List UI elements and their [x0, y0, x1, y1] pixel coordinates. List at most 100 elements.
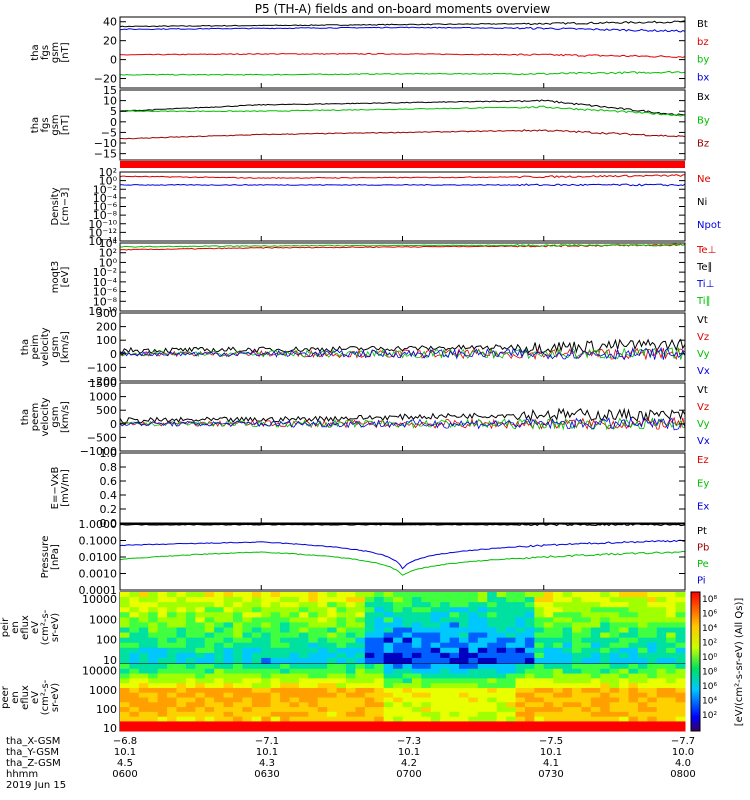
spectrogram-cell [590, 697, 601, 703]
spectrogram-cell [308, 702, 319, 708]
spectrogram-cell [449, 632, 460, 639]
spectrogram-cell [562, 702, 573, 708]
spectrogram-cell [515, 721, 526, 727]
spectrogram-cell [524, 702, 535, 708]
spectrogram-cell [411, 657, 422, 664]
spectrogram-cell [223, 637, 234, 644]
spectrogram-cell [280, 632, 290, 639]
spectrogram-cell [157, 657, 168, 664]
spectrogram-cell [289, 678, 300, 684]
spectrogram-cell [496, 632, 507, 639]
spectrogram-cell [298, 647, 309, 654]
spectrogram-cell [327, 617, 338, 623]
spectrogram-cell [506, 592, 516, 598]
spectrogram-cell [562, 678, 573, 684]
spectrogram-cell [251, 726, 262, 732]
spectrogram-cell [572, 726, 582, 732]
spectrogram-cell [590, 726, 601, 732]
spectrogram-cell [336, 692, 347, 698]
spectrogram-cell [534, 627, 545, 634]
spectrogram-cell [233, 627, 243, 634]
spectrogram-cell [327, 711, 338, 718]
spectrogram-cell [223, 707, 234, 713]
spectrogram-cell [138, 602, 149, 608]
spectrogram-cell [289, 692, 300, 698]
spectrogram-cell [543, 622, 554, 628]
panel-p3: 10²10⁰10⁻²10⁻⁴10⁻⁶10⁻⁸10⁻¹⁰10⁻¹²10⁻¹⁴Den… [50, 166, 721, 248]
spectrogram-cell [581, 652, 592, 659]
spectrogram-cell [251, 697, 262, 703]
spectrogram-cell [346, 612, 356, 618]
spectrogram-cell [185, 678, 196, 684]
spectrogram-cell [656, 687, 667, 694]
spectrogram-cell [590, 637, 601, 644]
spectrogram-cell [609, 627, 620, 634]
spectrogram-cell [468, 602, 479, 608]
tick-x: −7.1 [254, 736, 280, 747]
spectrogram-cell [656, 716, 667, 722]
spectrogram-cell [581, 683, 592, 689]
spectrogram-cell [440, 637, 451, 644]
spectrogram-cell [656, 657, 667, 664]
colorbar-tick-label: 10⁶ [702, 682, 717, 692]
spectrogram-cell [308, 678, 319, 684]
spectrogram-cell [590, 678, 601, 684]
spectrogram-cell [120, 627, 130, 634]
spectrogram-cell [374, 702, 385, 708]
spectrogram-cell [308, 721, 319, 727]
spectrogram-cell [628, 622, 639, 628]
spectrogram-cell [185, 592, 196, 598]
spectrogram-cell [411, 707, 422, 713]
spectrogram-cell [619, 607, 629, 613]
spectrogram-cell [355, 622, 366, 628]
spectrogram-cell [120, 721, 130, 727]
y-axis-label: tha [20, 409, 31, 425]
spectrogram-cell [393, 707, 403, 713]
spectrogram-cell [637, 647, 648, 654]
spectrogram-cell [214, 678, 225, 684]
spectrogram-cell [421, 612, 432, 618]
spectrogram-cell [449, 652, 460, 659]
y-tick-label: 0.8 [100, 461, 118, 474]
spectrogram-cell [393, 711, 403, 718]
spectrogram-cell [233, 683, 243, 689]
spectrogram-cell [487, 664, 498, 670]
spectrogram-cell [562, 697, 573, 703]
spectrogram-cell [581, 726, 592, 732]
spectrogram-cell [609, 647, 620, 654]
spectrogram-cell [374, 617, 385, 623]
spectrogram-cell [440, 602, 451, 608]
spectrogram-cell [543, 678, 554, 684]
spectrogram-cell [383, 726, 394, 732]
xaxis-row-labels: tha_X-GSM tha_Y-GSM tha_Z-GSM hhmm 2019 … [6, 736, 66, 791]
spectrogram-cell [374, 622, 385, 628]
spectrogram-cell [298, 697, 309, 703]
spectrogram-cell [421, 657, 432, 664]
y-tick-label: 0.6 [100, 475, 118, 488]
spectrogram-cell [393, 622, 403, 628]
panel-frame [119, 171, 686, 242]
spectrogram-cell [383, 668, 394, 675]
spectrogram-cell [647, 642, 658, 649]
spectrogram-cell [421, 602, 432, 608]
spectrogram-cell [590, 707, 601, 713]
spectrogram-cell [317, 607, 328, 613]
spectrogram-cell [430, 664, 441, 670]
spectrogram-cell [430, 683, 441, 689]
y-tick-label: 100 [96, 703, 117, 716]
spectrogram-cell [421, 607, 432, 613]
spectrogram-cell [393, 697, 403, 703]
colorbar-label: [eV/(cm²-s-sr-eV) (All Qs)] [734, 598, 745, 727]
spectrogram-cell [120, 678, 130, 684]
spectrogram-cell [656, 721, 667, 727]
spectrogram-cell [637, 632, 648, 639]
spectrogram-cell [336, 697, 347, 703]
spectrogram-cell [289, 707, 300, 713]
spectrogram-cell [543, 716, 554, 722]
spectrogram-cell [298, 668, 309, 675]
spectrogram-cell [411, 702, 422, 708]
spectrogram-cell [195, 678, 206, 684]
spectrogram-cell [176, 632, 187, 639]
spectrogram-cell [289, 657, 300, 664]
spectrogram-cell [609, 607, 620, 613]
